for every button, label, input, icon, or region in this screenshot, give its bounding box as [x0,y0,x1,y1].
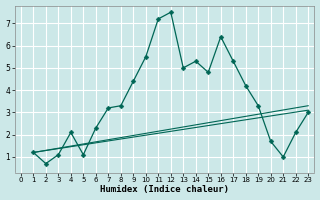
X-axis label: Humidex (Indice chaleur): Humidex (Indice chaleur) [100,185,229,194]
